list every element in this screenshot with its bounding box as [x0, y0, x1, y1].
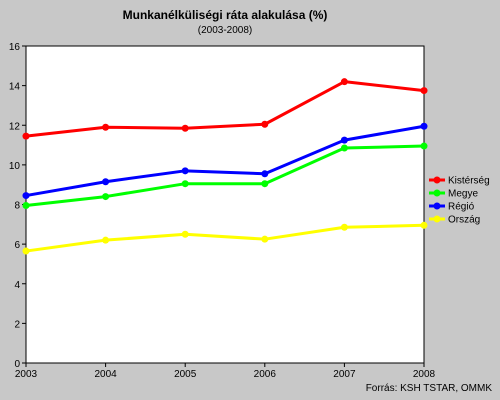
legend-item: Megye — [429, 189, 478, 200]
series-1 — [22, 78, 428, 140]
y-tick-label: 2 — [14, 319, 20, 330]
x-tick-label: 2006 — [254, 369, 277, 380]
data-point — [340, 223, 348, 231]
chart-subtitle: (2003-2008) — [198, 25, 252, 36]
legend-swatch-marker — [433, 176, 441, 184]
data-point — [102, 178, 110, 186]
data-point — [340, 78, 348, 86]
data-point — [181, 230, 189, 238]
legend-swatch-marker — [433, 215, 441, 223]
series-4 — [22, 221, 428, 255]
series-line — [25, 124, 425, 198]
x-axis: 2003 2004 2005 2006 2007 2008 — [15, 363, 436, 380]
data-point — [420, 122, 428, 130]
y-tick-label: 14 — [9, 82, 21, 93]
data-point — [181, 167, 189, 175]
data-point — [181, 124, 189, 132]
series-3 — [22, 122, 428, 200]
data-point — [22, 192, 30, 200]
y-tick-label: 0 — [14, 359, 20, 370]
x-tick-label: 2003 — [15, 369, 38, 380]
y-tick-label: 16 — [9, 42, 21, 53]
data-point — [261, 235, 269, 243]
legend: Kistérség Megye Régió Ország — [429, 176, 490, 226]
x-tick-label: 2005 — [174, 369, 197, 380]
data-point — [420, 142, 428, 150]
data-point — [340, 144, 348, 152]
data-point — [102, 236, 110, 244]
data-point — [340, 136, 348, 144]
series-line — [25, 223, 425, 253]
data-point — [22, 201, 30, 209]
data-point — [22, 132, 30, 140]
y-tick-label: 4 — [14, 280, 20, 291]
series-layer — [22, 78, 428, 255]
legend-item: Régió — [429, 202, 475, 213]
y-tick-label: 8 — [14, 201, 20, 212]
data-point — [261, 180, 269, 188]
data-point — [181, 180, 189, 188]
data-point — [102, 193, 110, 201]
series-2 — [22, 142, 428, 209]
y-tick-label: 10 — [9, 161, 21, 172]
x-tick-label: 2008 — [413, 369, 436, 380]
legend-item: Kistérség — [429, 176, 490, 187]
series-line — [25, 80, 425, 138]
data-point — [261, 120, 269, 128]
plot-area — [25, 45, 425, 364]
legend-label: Kistérség — [448, 176, 490, 187]
y-axis: 0 2 4 6 8 10 12 14 16 — [9, 42, 26, 370]
chart-title: Munkanélküliségi ráta alakulása (%) — [123, 8, 328, 22]
y-tick-label: 6 — [14, 240, 20, 251]
legend-swatch-marker — [433, 202, 441, 210]
data-point — [102, 123, 110, 131]
legend-item: Ország — [429, 215, 480, 226]
series-line — [25, 144, 425, 207]
data-point — [420, 87, 428, 95]
legend-label: Ország — [448, 215, 480, 226]
legend-label: Régió — [448, 202, 475, 213]
x-tick-label: 2004 — [94, 369, 117, 380]
y-tick-label: 12 — [9, 121, 21, 132]
data-point — [420, 221, 428, 229]
legend-label: Megye — [448, 189, 478, 200]
legend-swatch-marker — [433, 189, 441, 197]
data-point — [22, 247, 30, 255]
x-tick-label: 2007 — [333, 369, 356, 380]
data-point — [261, 170, 269, 178]
source-note: Forrás: KSH TSTAR, OMMK — [366, 383, 493, 394]
